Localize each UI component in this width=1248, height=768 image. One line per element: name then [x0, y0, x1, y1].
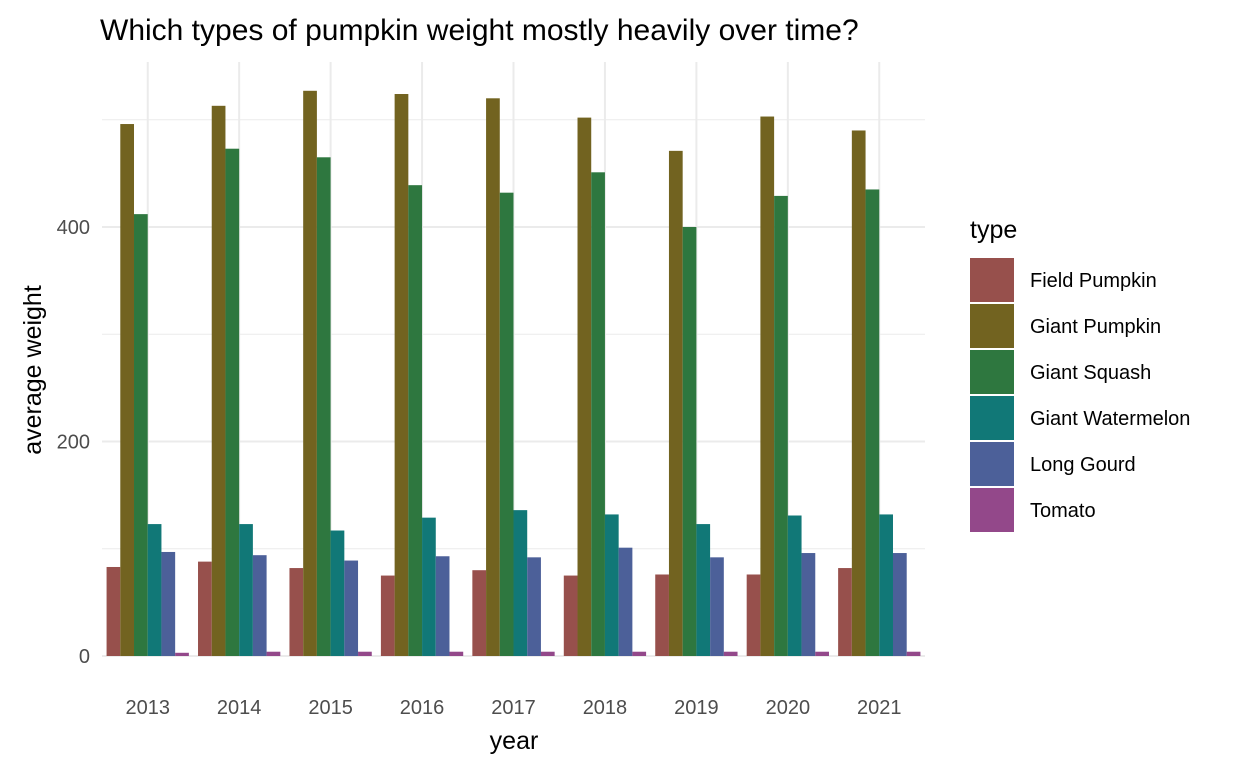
- bar-giant-squash-2016: [408, 185, 423, 657]
- y-axis-title: average weight: [19, 285, 47, 455]
- bar-giant-squash-2019: [682, 227, 697, 656]
- bar-giant-pumpkin-2014: [211, 105, 226, 657]
- legend-label: Giant Pumpkin: [1030, 316, 1161, 338]
- bar-giant-pumpkin-2017: [486, 98, 500, 657]
- bar-giant-pumpkin-2013: [120, 124, 135, 657]
- x-tick-label: 2017: [491, 697, 536, 719]
- bar-tomato-2013: [175, 652, 189, 656]
- y-tick-label: 400: [57, 217, 90, 239]
- bar-field-pumpkin-2019: [655, 574, 669, 656]
- bar-giant-pumpkin-2020: [760, 116, 775, 657]
- x-tick-label: 2021: [857, 697, 902, 719]
- bar-giant-watermelon-2017: [513, 510, 528, 656]
- bar-giant-pumpkin-2018: [577, 117, 592, 657]
- y-tick-label: 0: [79, 646, 90, 668]
- legend-swatch: [970, 488, 1014, 532]
- bar-long-gourd-2013: [161, 551, 176, 656]
- x-tick-label: 2014: [217, 697, 262, 719]
- legend-swatch: [970, 396, 1014, 440]
- x-axis-title: year: [490, 727, 539, 755]
- x-tick-label: 2013: [125, 697, 170, 719]
- bar-field-pumpkin-2015: [289, 568, 304, 656]
- legend-title: type: [970, 216, 1017, 244]
- bars: [106, 90, 921, 657]
- bar-giant-squash-2021: [865, 189, 880, 656]
- bar-tomato-2016: [449, 651, 464, 656]
- bar-giant-squash-2018: [591, 172, 605, 657]
- bar-long-gourd-2021: [892, 553, 907, 656]
- legend-label: Long Gourd: [1030, 454, 1136, 476]
- bar-giant-squash-2015: [316, 157, 331, 656]
- bar-long-gourd-2017: [527, 557, 541, 656]
- legend: type Field Pumpkin Giant Pumpkin Giant Squ…: [970, 216, 1190, 532]
- bar-giant-squash-2013: [134, 214, 148, 656]
- bar-giant-watermelon-2015: [330, 530, 345, 656]
- x-tick-label: 2016: [400, 697, 445, 719]
- bar-giant-pumpkin-2021: [851, 130, 866, 657]
- bar-tomato-2015: [358, 651, 372, 656]
- legend-swatch: [970, 258, 1014, 302]
- x-tick-label: 2018: [583, 697, 628, 719]
- bar-tomato-2021: [906, 651, 921, 656]
- bar-tomato-2020: [815, 651, 829, 656]
- bar-field-pumpkin-2016: [380, 575, 395, 656]
- bar-giant-pumpkin-2016: [394, 94, 409, 656]
- y-axis-ticks: 0 200 400: [57, 217, 90, 668]
- bar-giant-watermelon-2021: [879, 514, 893, 656]
- x-axis-ticks: 2013 2014 2015 2016 2017 2018 2019 2020 2021: [125, 697, 901, 719]
- legend-label: Tomato: [1030, 500, 1096, 522]
- bar-long-gourd-2019: [710, 557, 724, 656]
- x-tick-label: 2015: [308, 697, 353, 719]
- legend-label: Field Pumpkin: [1030, 270, 1157, 292]
- bar-tomato-2014: [266, 651, 281, 656]
- bar-giant-squash-2017: [499, 192, 514, 656]
- bar-long-gourd-2015: [344, 560, 359, 656]
- bar-giant-squash-2020: [774, 195, 788, 656]
- bar-field-pumpkin-2014: [198, 561, 212, 656]
- x-tick-label: 2020: [766, 697, 811, 719]
- x-tick-label: 2019: [674, 697, 719, 719]
- bar-giant-watermelon-2014: [239, 524, 253, 656]
- bar-tomato-2018: [632, 651, 647, 656]
- bar-giant-watermelon-2013: [147, 524, 162, 656]
- legend-label: Giant Watermelon: [1030, 408, 1190, 430]
- chart-title: Which types of pumpkin weight mostly hea…: [100, 14, 859, 47]
- bar-long-gourd-2020: [801, 553, 816, 656]
- bar-tomato-2019: [723, 651, 738, 656]
- legend-label: Giant Squash: [1030, 362, 1151, 384]
- bar-field-pumpkin-2020: [746, 574, 761, 656]
- bar-giant-watermelon-2020: [787, 515, 802, 656]
- bar-giant-pumpkin-2019: [668, 150, 683, 657]
- bar-giant-watermelon-2016: [422, 517, 436, 656]
- y-tick-label: 200: [57, 432, 90, 454]
- bar-giant-pumpkin-2015: [303, 90, 317, 657]
- bar-field-pumpkin-2018: [563, 575, 578, 656]
- legend-swatch: [970, 304, 1014, 348]
- bar-tomato-2017: [540, 651, 555, 656]
- bar-giant-watermelon-2018: [604, 514, 619, 656]
- bar-giant-squash-2014: [225, 148, 240, 656]
- bar-long-gourd-2018: [618, 547, 633, 656]
- legend-swatch: [970, 442, 1014, 486]
- bar-field-pumpkin-2013: [106, 566, 121, 656]
- bar-long-gourd-2016: [435, 556, 450, 656]
- bar-field-pumpkin-2021: [838, 568, 852, 656]
- bar-long-gourd-2014: [252, 555, 267, 656]
- bar-field-pumpkin-2017: [472, 570, 487, 656]
- bar-giant-watermelon-2019: [696, 524, 711, 656]
- legend-swatch: [970, 350, 1014, 394]
